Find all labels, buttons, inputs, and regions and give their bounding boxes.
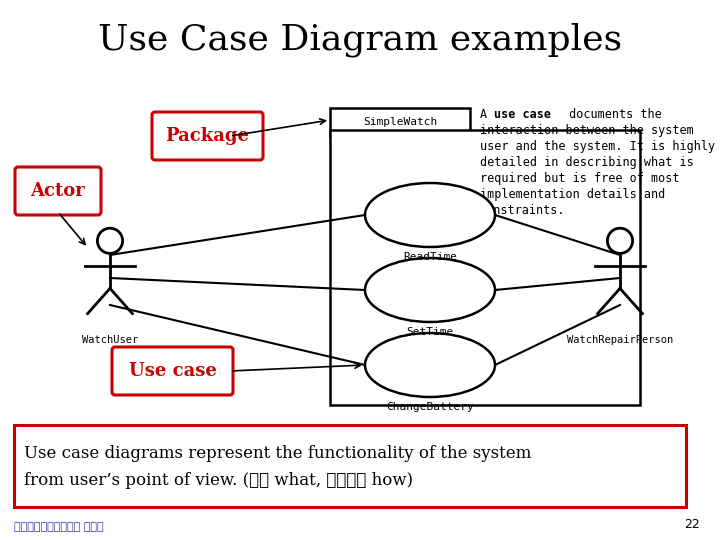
Text: documents the: documents the	[562, 108, 662, 121]
Text: Package: Package	[166, 127, 250, 145]
Text: ReadTime: ReadTime	[403, 252, 457, 262]
Text: implementation details and: implementation details and	[480, 188, 665, 201]
Text: from user’s point of view. (強調 what, 但暫不管 how): from user’s point of view. (強調 what, 但暫不…	[24, 472, 413, 489]
Ellipse shape	[365, 183, 495, 247]
Text: WatchUser: WatchUser	[82, 335, 138, 345]
Text: interaction between the system: interaction between the system	[480, 124, 694, 137]
FancyBboxPatch shape	[152, 112, 263, 160]
Text: SetTime: SetTime	[406, 327, 454, 337]
Text: Use Case Diagram examples: Use Case Diagram examples	[98, 23, 622, 57]
Text: user and the system. It is highly: user and the system. It is highly	[480, 140, 715, 153]
Text: required but is free of most: required but is free of most	[480, 172, 680, 185]
Text: A: A	[480, 108, 494, 121]
Text: SimpleWatch: SimpleWatch	[363, 117, 437, 127]
FancyBboxPatch shape	[112, 347, 233, 395]
FancyBboxPatch shape	[15, 167, 101, 215]
Ellipse shape	[365, 258, 495, 322]
FancyBboxPatch shape	[330, 130, 640, 405]
Ellipse shape	[365, 333, 495, 397]
Text: Use case: Use case	[129, 362, 217, 380]
Text: ChangeBattery: ChangeBattery	[386, 402, 474, 412]
Text: constraints.: constraints.	[480, 204, 565, 217]
Text: Actor: Actor	[31, 182, 86, 200]
Text: 22: 22	[684, 518, 700, 531]
FancyBboxPatch shape	[330, 108, 470, 136]
Text: 交通大學資訊工程學系 蔡文能: 交通大學資訊工程學系 蔡文能	[14, 522, 104, 532]
Text: use case: use case	[494, 108, 551, 121]
Text: detailed in describing what is: detailed in describing what is	[480, 156, 694, 169]
Text: WatchRepairPerson: WatchRepairPerson	[567, 335, 673, 345]
FancyBboxPatch shape	[14, 425, 686, 507]
Text: Use case diagrams represent the functionality of the system: Use case diagrams represent the function…	[24, 445, 531, 462]
